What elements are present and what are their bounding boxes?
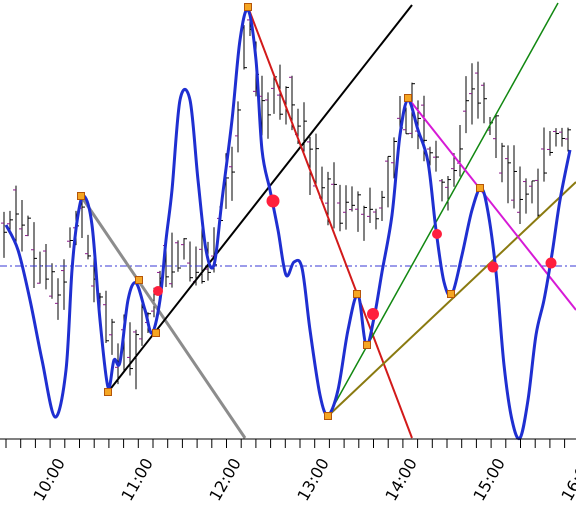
signal-dot — [367, 308, 379, 320]
x-axis-labels: 10:00 11:00 12:00 13:00 14:00 15:00 16:00 — [29, 455, 576, 504]
trend-line-green — [327, 2, 559, 417]
trend-line-red — [247, 6, 413, 439]
x-tick-label: 12:00 — [205, 455, 245, 504]
pivot-marker — [404, 94, 412, 102]
pivot-marker — [135, 276, 143, 284]
signal-dot — [487, 261, 499, 273]
pivot-marker — [447, 290, 455, 298]
pivot-marker — [324, 412, 332, 420]
pivot-marker — [104, 388, 112, 396]
pivot-markers — [77, 3, 484, 420]
pivot-marker — [353, 290, 361, 298]
pivot-marker — [77, 192, 85, 200]
signal-dot — [432, 229, 442, 239]
x-tick-label: 13:00 — [293, 455, 333, 504]
trend-line-gray — [79, 195, 247, 439]
trend-line-black — [107, 4, 413, 393]
signal-dots — [153, 194, 557, 320]
trend-line-olive — [327, 181, 576, 417]
pivot-marker — [363, 341, 371, 349]
pivot-marker — [476, 184, 484, 192]
pivot-marker — [244, 3, 252, 11]
signal-dot — [545, 257, 557, 269]
pivot-marker — [152, 329, 160, 337]
x-tick-label: 14:00 — [381, 455, 421, 504]
indicator-curve — [4, 8, 572, 441]
x-tick-label: 11:00 — [117, 455, 157, 504]
trend-lines — [79, 2, 576, 439]
signal-dot — [266, 194, 280, 208]
x-tick-label: 10:00 — [29, 455, 69, 504]
x-axis-ticks — [5, 439, 566, 448]
x-tick-label: 16:00 — [557, 455, 576, 504]
signal-dot — [153, 286, 163, 296]
x-tick-label: 15:00 — [469, 455, 509, 504]
